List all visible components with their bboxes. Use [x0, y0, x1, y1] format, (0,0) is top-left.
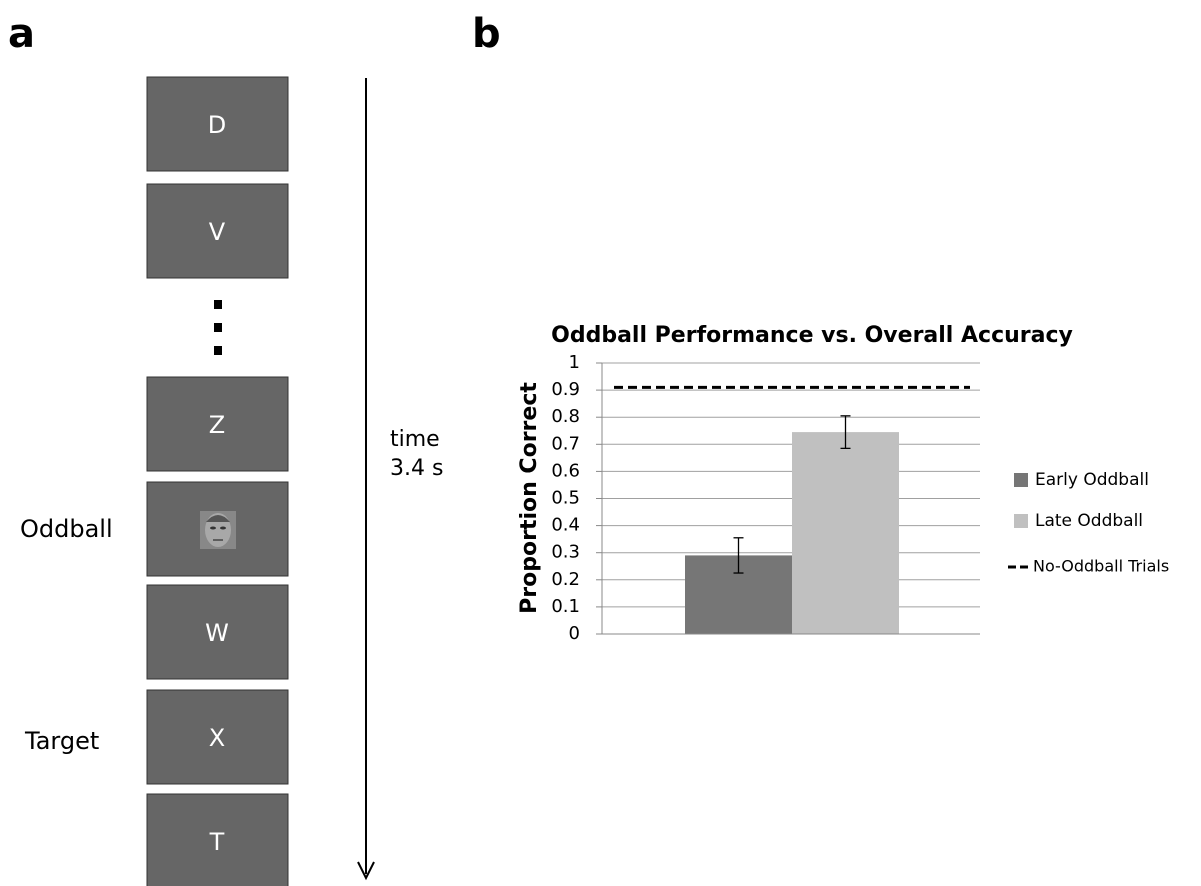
y-tick-label: 0.5 — [551, 488, 580, 509]
y-tick-label: 0.9 — [551, 379, 580, 400]
ellipsis-dots — [214, 300, 222, 355]
frame-letter: V — [209, 218, 226, 246]
y-tick-label: 0.1 — [551, 596, 580, 617]
y-axis-label: Proportion Correct — [517, 382, 542, 614]
target-label: Target — [24, 727, 99, 755]
legend-label: Late Oddball — [1035, 511, 1143, 531]
frame-letter: W — [205, 619, 229, 647]
frame-letter: Z — [209, 411, 225, 439]
frame-letter: T — [209, 828, 225, 856]
y-tick-label: 0.2 — [551, 569, 580, 590]
legend-label: No-Oddball Trials — [1033, 557, 1169, 576]
y-tick-label: 0.3 — [551, 542, 580, 563]
oddball-label: Oddball — [20, 515, 113, 543]
time-arrow — [358, 78, 374, 878]
frame-letter: D — [208, 111, 226, 139]
time-label: time — [390, 427, 440, 452]
chart-title: Oddball Performance vs. Overall Accuracy — [551, 323, 1073, 348]
y-tick-label: 0.7 — [551, 433, 580, 454]
legend-swatch — [1014, 473, 1028, 487]
legend-swatch — [1014, 514, 1028, 528]
figure: a b time 3.4 s Oddball Target Oddball Pe… — [0, 0, 1201, 886]
bar — [792, 432, 899, 634]
y-tick-label: 0.6 — [551, 460, 580, 481]
y-tick-label: 0 — [569, 623, 580, 644]
panel-label: b — [472, 11, 501, 57]
y-tick-label: 1 — [569, 352, 580, 373]
frame-letter: X — [209, 724, 225, 752]
y-tick-label: 0.8 — [551, 406, 580, 427]
oddball-frame — [147, 482, 288, 576]
panel-label: a — [8, 11, 35, 57]
duration-label: 3.4 s — [390, 456, 443, 481]
y-tick-label: 0.4 — [551, 515, 580, 536]
legend-label: Early Oddball — [1035, 470, 1149, 490]
